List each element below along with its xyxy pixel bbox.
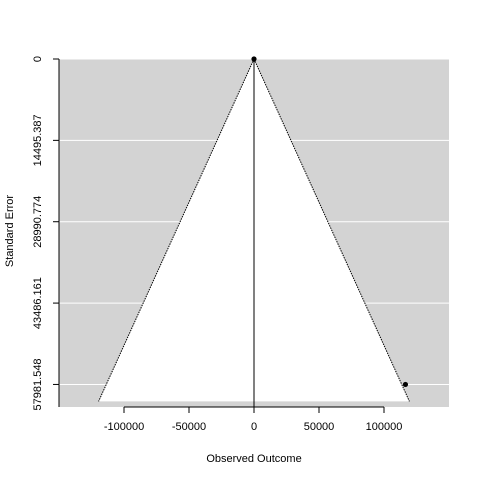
y-tick-label: 43486.161 [32,277,44,329]
funnel-right-boundary [253,58,410,402]
x-tick-label: 0 [251,421,257,433]
x-axis-label: Observed Outcome [206,453,301,465]
x-tick-label: -50000 [172,421,206,433]
data-point [251,56,257,62]
y-axis-label: Standard Error [4,195,16,267]
data-points [251,56,409,388]
x-tick-label: 50000 [304,421,335,433]
y-tick-label: 57981.548 [32,358,44,410]
y-tick-label: 0 [32,56,44,62]
data-point [402,381,409,388]
x-tick-label: 100000 [366,421,403,433]
funnel-left-boundary [98,58,255,402]
y-tick-label: 14495.387 [32,114,44,166]
y-axis-ticks: 0 14495.387 28990.774 43486.161 57981.548 [32,56,59,410]
x-axis-ticks: -100000 -50000 0 50000 100000 [104,407,403,433]
y-tick-label: 28990.774 [32,196,44,248]
x-tick-label: -100000 [104,421,144,433]
